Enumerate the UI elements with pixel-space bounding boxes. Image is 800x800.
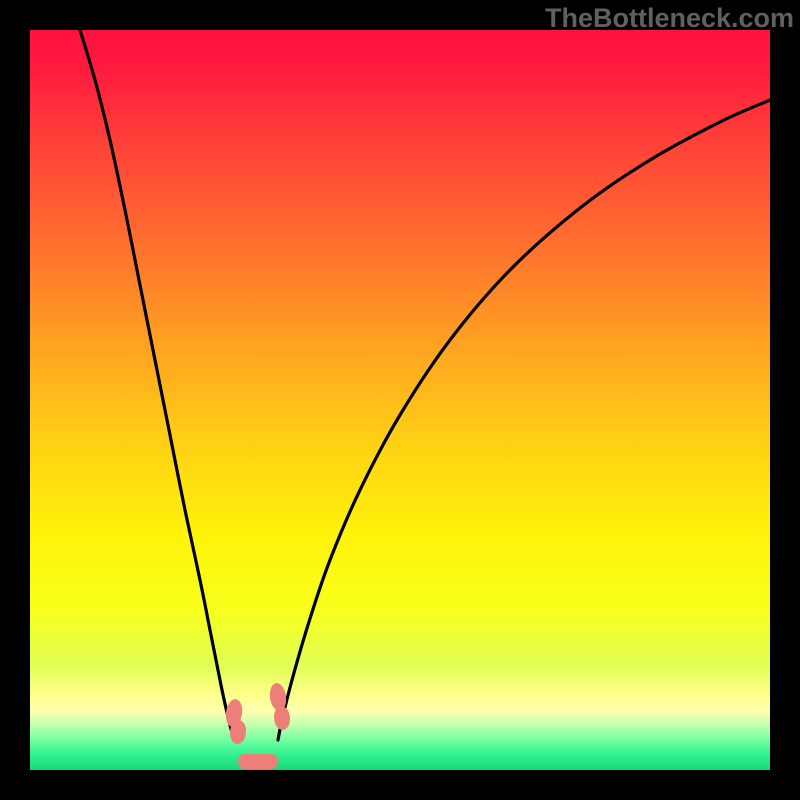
black-frame: TheBottleneck.com <box>0 0 800 800</box>
plot-area <box>30 30 770 770</box>
watermark-text: TheBottleneck.com <box>545 3 794 34</box>
